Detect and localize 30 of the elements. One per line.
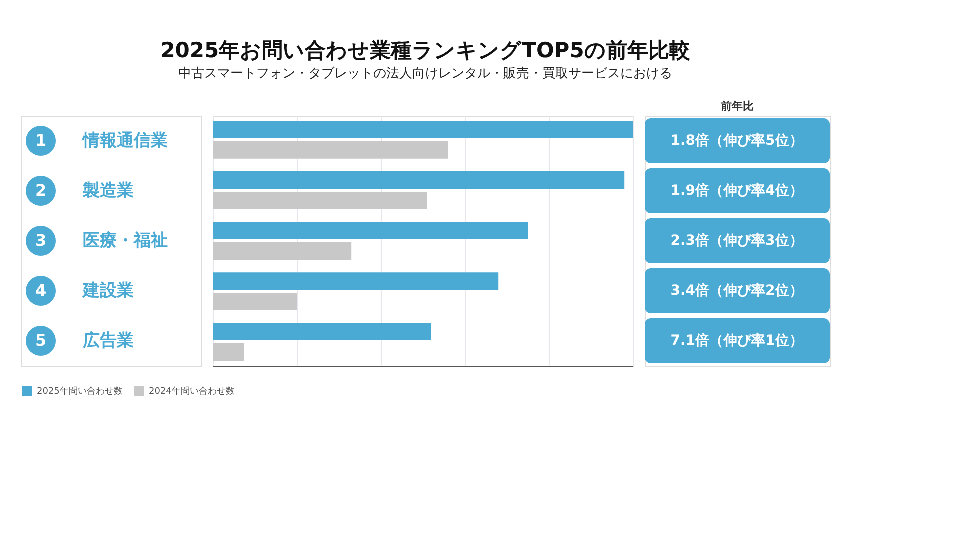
- bar: [213, 293, 297, 310]
- bar: [213, 142, 448, 159]
- text: 3.4倍（伸び率2位）: [670, 282, 804, 299]
- text: 1: [35, 131, 47, 150]
- bar: [213, 222, 528, 240]
- bar: [213, 121, 633, 138]
- text: 4: [35, 281, 47, 300]
- y-tick-label: 建設業: [81, 281, 134, 301]
- bar: [213, 344, 244, 361]
- chart-subtitle: 中古スマートフォン・タブレットの法人向けレンタル・販売・買取サービスにおける: [178, 66, 672, 82]
- bar: [213, 272, 499, 290]
- chart-title: 2025年お問い合わせ業種ランキングTOP5の前年比較: [160, 38, 692, 62]
- y-tick-label: 医療・福祉: [83, 231, 168, 251]
- text: 2: [35, 181, 47, 200]
- text: 7.1倍（伸び率1位）: [670, 332, 804, 349]
- legend-label: 2024年問い合わせ数: [149, 386, 235, 397]
- text: 3: [35, 231, 47, 250]
- legend-label: 2025年問い合わせ数: [37, 386, 123, 397]
- bar: [213, 323, 432, 340]
- text: 5: [35, 331, 47, 350]
- text: 1.9倍（伸び率4位）: [670, 182, 804, 199]
- bar: [213, 172, 625, 189]
- text: 前年比: [720, 100, 754, 113]
- text: 2.3倍（伸び率3位）: [670, 232, 804, 249]
- bar: [213, 192, 428, 210]
- y-tick-label: 製造業: [82, 181, 134, 201]
- y-tick-label: 広告業: [82, 331, 134, 351]
- y-tick-label: 情報通信業: [82, 131, 168, 151]
- bar: [213, 242, 352, 260]
- text: 1.8倍（伸び率5位）: [670, 132, 804, 149]
